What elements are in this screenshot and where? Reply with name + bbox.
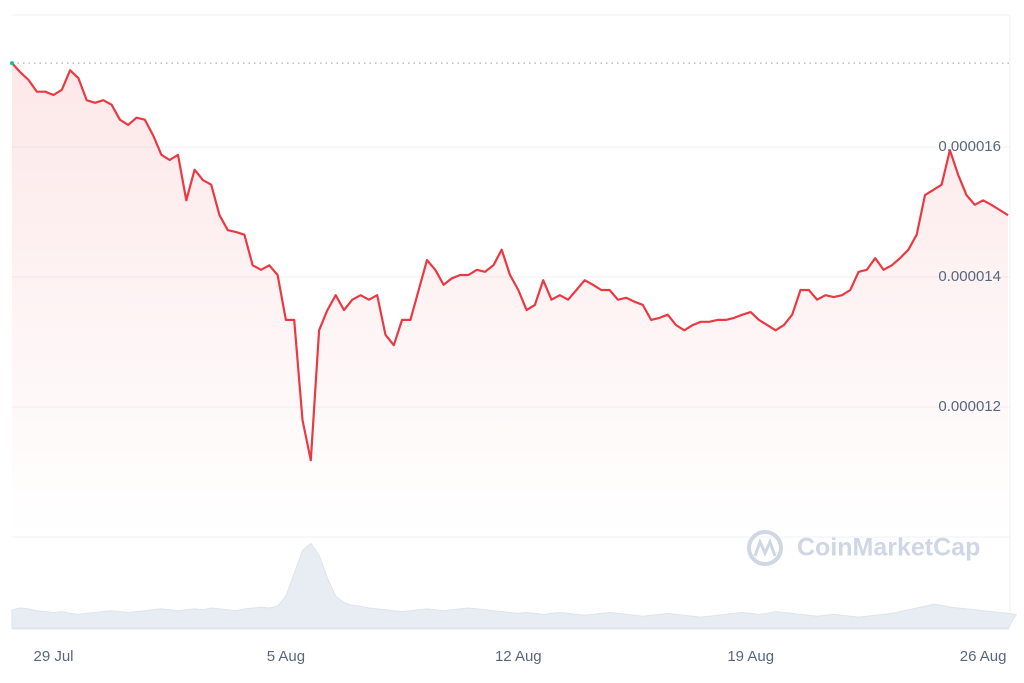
volume-area xyxy=(11,542,1018,629)
x-tick-label: 26 Aug xyxy=(960,648,1007,665)
x-tick-label: 5 Aug xyxy=(267,648,305,665)
y-tick-label: 0.000012 xyxy=(938,398,1001,415)
price-area-fill xyxy=(12,63,1008,537)
x-tick-label: 12 Aug xyxy=(495,648,542,665)
x-tick-label: 29 Jul xyxy=(33,648,73,665)
price-line xyxy=(11,62,1009,462)
x-tick-label: 19 Aug xyxy=(727,648,774,665)
watermark: CoinMarketCap xyxy=(747,530,980,566)
y-tick-label: 0.000016 xyxy=(938,138,1001,155)
start-dot xyxy=(10,61,14,66)
watermark-text: CoinMarketCap xyxy=(797,534,980,562)
watermark-logo-mark xyxy=(753,538,777,557)
y-tick-label: 0.000014 xyxy=(938,268,1001,285)
